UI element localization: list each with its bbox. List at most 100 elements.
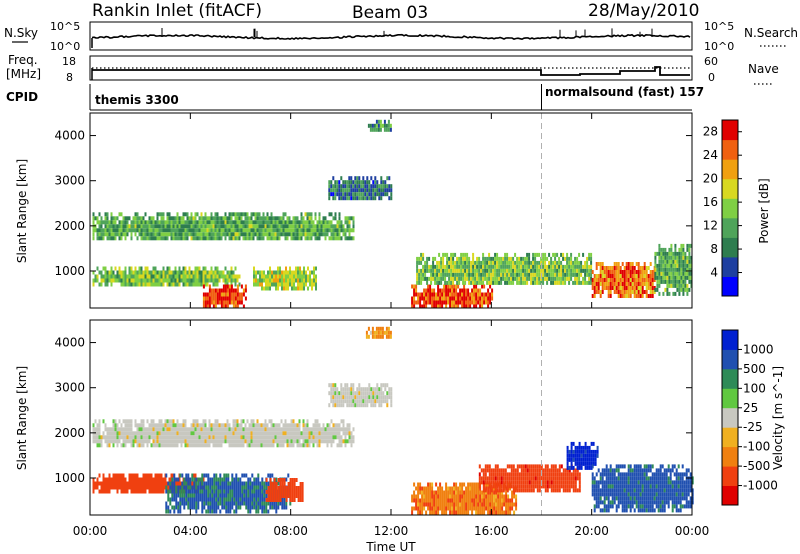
echo-cell [282, 224, 285, 229]
echo-cell [134, 439, 137, 444]
echo-cell [259, 278, 261, 283]
echo-cell [219, 481, 222, 486]
echo-cell [100, 232, 103, 237]
echo-cell [228, 232, 231, 237]
echo-cell [178, 274, 181, 279]
echo-cell [488, 280, 491, 285]
echo-cell [502, 276, 505, 281]
echo-cell [228, 431, 231, 436]
echo-cell [489, 502, 492, 507]
echo-cell [242, 427, 245, 432]
echo-cell [425, 296, 428, 301]
echo-cell [514, 268, 517, 273]
echo-cell [204, 212, 207, 217]
echo-cell [508, 256, 511, 261]
echo-cell [676, 267, 679, 272]
echo-cell [493, 506, 496, 511]
echo-cell [195, 481, 198, 486]
echo-cell [224, 220, 227, 225]
echo-cell [283, 505, 286, 510]
echo-cell [224, 288, 227, 293]
echo-cell [651, 294, 654, 298]
echo-cell [461, 296, 464, 301]
echo-cell [176, 232, 179, 237]
echo-cell [633, 266, 636, 270]
echo-cell [439, 300, 442, 305]
echo-cell [376, 188, 379, 193]
echo-cell [146, 439, 149, 444]
echo-cell [194, 232, 197, 237]
echo-cell [230, 292, 233, 297]
echo-cell [108, 220, 111, 225]
echo-cell [518, 264, 521, 269]
echo-cell [252, 443, 255, 448]
echo-cell [228, 427, 231, 432]
echo-cell [362, 403, 365, 408]
echo-cell [389, 330, 392, 335]
echo-cell [318, 435, 321, 440]
echo-cell [158, 431, 161, 436]
echo-cell [251, 501, 254, 506]
echo-cell [312, 435, 315, 440]
echo-cell [462, 260, 465, 265]
echo-cell [580, 272, 583, 277]
echo-cell [122, 278, 125, 283]
echo-cell [213, 501, 216, 506]
echo-cell [206, 296, 209, 301]
echo-cell [442, 260, 445, 265]
echo-cell [96, 228, 99, 233]
echo-cell [238, 427, 241, 432]
echo-cell [485, 502, 488, 507]
echo-cell [629, 290, 632, 294]
echo-cell [186, 224, 189, 229]
echo-cell [508, 268, 511, 273]
echo-cell [338, 439, 341, 444]
echo-cell [432, 272, 435, 277]
echo-cell [170, 435, 173, 440]
echo-cell [662, 271, 665, 276]
echo-cell [233, 497, 236, 502]
echo-cell [132, 224, 135, 229]
echo-cell [560, 252, 563, 257]
echo-cell [98, 439, 101, 444]
echo-cell [154, 224, 157, 229]
echo-cell [433, 296, 436, 301]
echo-cell [601, 282, 604, 286]
echo-cell [193, 493, 196, 498]
echo-cell [196, 419, 199, 424]
echo-cell [106, 270, 109, 275]
echo-cell [690, 283, 693, 288]
echo-cell [356, 184, 359, 189]
echo-cell [338, 232, 341, 237]
echo-cell [138, 278, 141, 283]
echo-cell [656, 279, 659, 284]
echo-cell [262, 427, 265, 432]
echo-cell [146, 473, 149, 478]
y-tick-label: 1000 [54, 264, 85, 278]
echo-cell [144, 236, 147, 241]
echo-cell [116, 274, 119, 279]
echo-cell [481, 300, 484, 305]
echo-cell [96, 274, 99, 279]
echo-cell [237, 481, 240, 486]
echo-cell [332, 439, 335, 444]
echo-cell [204, 236, 207, 241]
echo-cell [306, 435, 309, 440]
echo-cell [424, 260, 427, 265]
echo-cell [637, 294, 640, 298]
echo-cell [360, 180, 363, 185]
echo-cell [270, 212, 273, 217]
echo-cell [481, 292, 484, 297]
echo-cell [192, 443, 195, 448]
echo-cell [354, 391, 357, 396]
echo-cell [473, 292, 476, 297]
echo-cell [456, 268, 459, 273]
echo-cell [138, 481, 141, 486]
echo-cell [366, 188, 369, 193]
echo-cell [294, 224, 297, 229]
echo-cell [639, 266, 642, 270]
echo-cell [210, 270, 213, 275]
echo-cell [278, 220, 281, 225]
freq-right-tick-top: 60 [704, 55, 718, 68]
echo-cell [120, 228, 123, 233]
